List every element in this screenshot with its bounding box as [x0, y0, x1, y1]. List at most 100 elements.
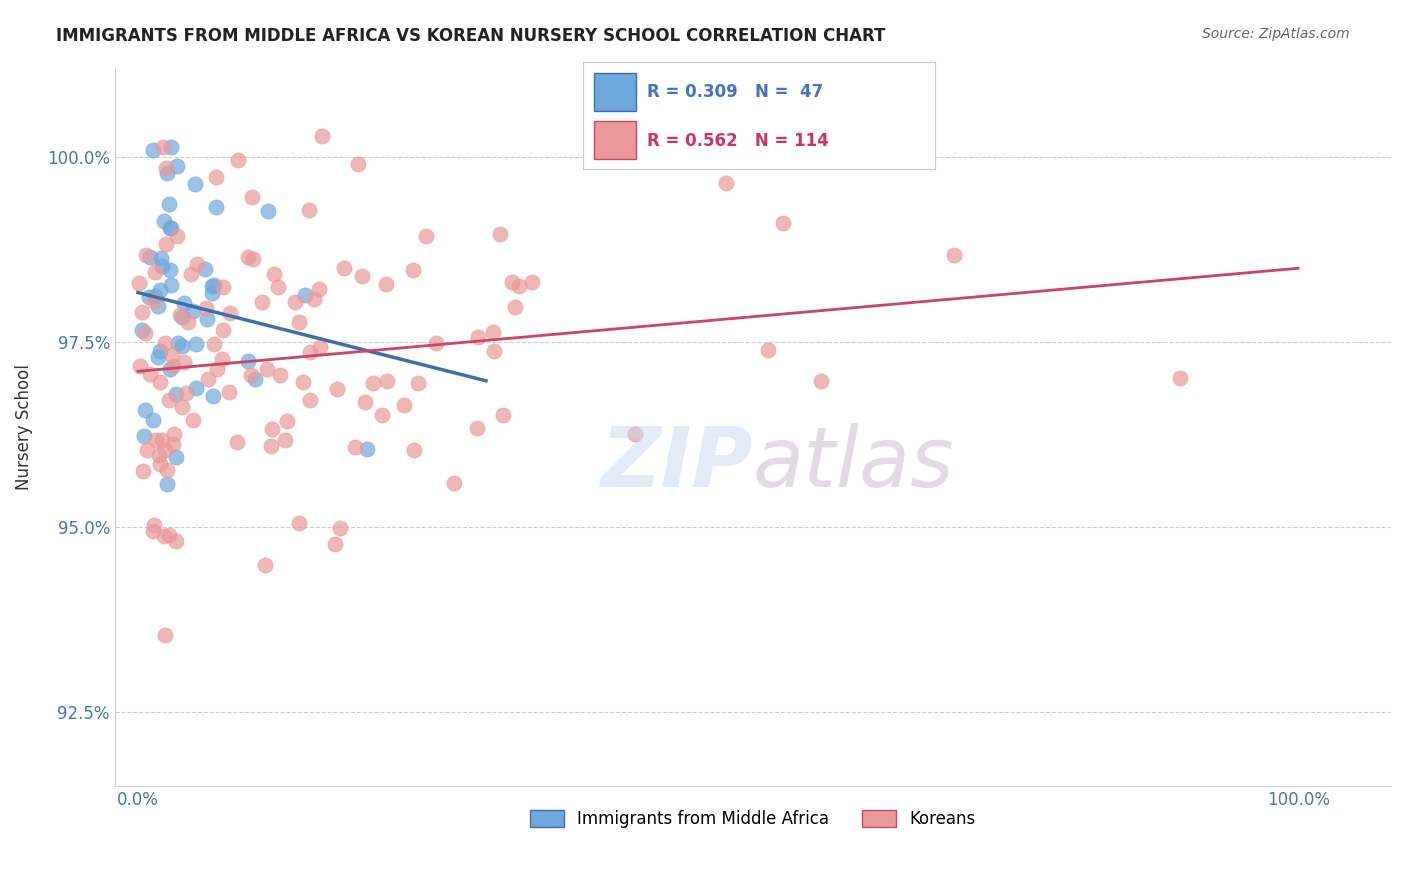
Point	[415, 229, 437, 244]
Point	[810, 374, 832, 388]
Point	[134, 326, 156, 340]
Point	[623, 426, 645, 441]
Point	[162, 436, 184, 450]
Point	[146, 299, 169, 313]
Point	[132, 464, 155, 478]
Point	[142, 412, 165, 426]
Point	[134, 402, 156, 417]
Point	[145, 433, 167, 447]
Point	[276, 414, 298, 428]
Point	[204, 169, 226, 184]
Point	[135, 248, 157, 262]
Point	[308, 282, 330, 296]
Point	[197, 372, 219, 386]
Point	[332, 260, 354, 275]
Point	[350, 268, 373, 283]
Point	[236, 354, 259, 368]
Point	[194, 262, 217, 277]
Point	[181, 413, 204, 427]
Point	[201, 278, 224, 293]
FancyBboxPatch shape	[593, 73, 637, 111]
Point	[152, 140, 174, 154]
Point	[288, 516, 311, 530]
Point	[256, 204, 278, 219]
Point	[425, 335, 447, 350]
Point	[311, 128, 333, 143]
Point	[294, 287, 316, 301]
Point	[159, 220, 181, 235]
Point	[153, 214, 176, 228]
FancyBboxPatch shape	[593, 121, 637, 159]
Point	[347, 157, 370, 171]
Point	[128, 277, 150, 291]
Point	[155, 236, 177, 251]
Point	[201, 285, 224, 300]
Point	[156, 166, 179, 180]
Point	[263, 267, 285, 281]
Point	[343, 440, 366, 454]
Point	[162, 359, 184, 374]
Point	[173, 295, 195, 310]
Point	[149, 251, 172, 265]
Point	[142, 293, 165, 308]
Point	[501, 275, 523, 289]
Text: R = 0.309   N =  47: R = 0.309 N = 47	[647, 84, 823, 102]
Point	[274, 433, 297, 447]
Point	[269, 368, 291, 383]
Point	[181, 303, 204, 318]
Point	[267, 280, 290, 294]
Point	[159, 362, 181, 376]
Point	[148, 448, 170, 462]
Point	[284, 295, 307, 310]
Y-axis label: Nursery School: Nursery School	[15, 364, 32, 490]
Point	[149, 344, 172, 359]
Point	[165, 534, 187, 549]
Point	[132, 429, 155, 443]
Point	[186, 257, 208, 271]
Point	[714, 177, 737, 191]
Point	[153, 628, 176, 642]
Point	[169, 308, 191, 322]
Point	[177, 315, 200, 329]
Point	[250, 294, 273, 309]
Point	[226, 153, 249, 168]
Point	[163, 426, 186, 441]
Point	[167, 336, 190, 351]
Point	[374, 277, 396, 291]
Point	[292, 376, 315, 390]
Point	[262, 422, 284, 436]
Text: IMMIGRANTS FROM MIDDLE AFRICA VS KOREAN NURSERY SCHOOL CORRELATION CHART: IMMIGRANTS FROM MIDDLE AFRICA VS KOREAN …	[56, 27, 886, 45]
Point	[204, 336, 226, 351]
Point	[404, 442, 426, 457]
Point	[150, 433, 173, 447]
Point	[159, 278, 181, 293]
Point	[406, 376, 429, 390]
Point	[131, 305, 153, 319]
Point	[491, 408, 513, 422]
Point	[142, 143, 165, 157]
Point	[218, 306, 240, 320]
Point	[772, 215, 794, 229]
Point	[149, 283, 172, 297]
Point	[243, 372, 266, 386]
Point	[211, 352, 233, 367]
Point	[195, 311, 218, 326]
Point	[135, 443, 157, 458]
Point	[402, 263, 425, 277]
Point	[138, 290, 160, 304]
Point	[394, 398, 416, 412]
Point	[143, 265, 166, 279]
Point	[1168, 371, 1191, 385]
Point	[166, 229, 188, 244]
Point	[356, 442, 378, 457]
Point	[202, 278, 225, 293]
Point	[142, 524, 165, 538]
Point	[157, 197, 180, 211]
Point	[240, 190, 263, 204]
Point	[183, 177, 205, 191]
Point	[173, 355, 195, 369]
Point	[170, 310, 193, 324]
Point	[240, 368, 263, 383]
Point	[298, 345, 321, 359]
Point	[160, 221, 183, 235]
